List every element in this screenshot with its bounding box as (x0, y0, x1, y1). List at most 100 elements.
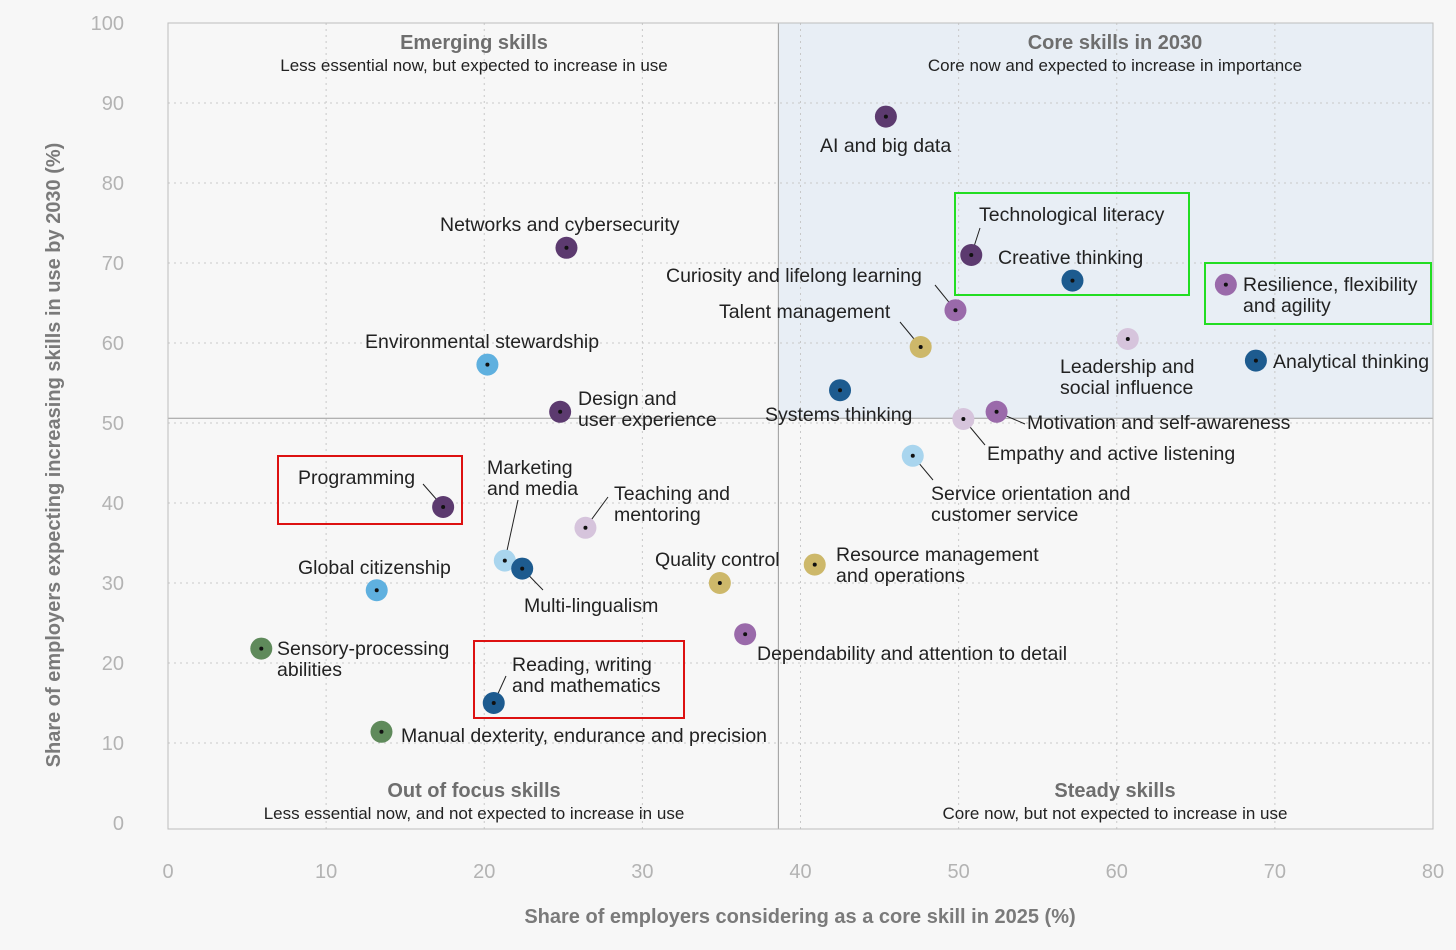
quadrant-subtitle: Less essential now, and not expected to … (264, 804, 685, 823)
x-tick-label: 20 (473, 861, 495, 883)
point-center-dot (969, 253, 974, 257)
point-label: Motivation and self-awareness (1027, 412, 1291, 434)
point-center-dot (441, 505, 446, 509)
quadrant-title: Steady skills (1054, 780, 1175, 802)
point-label: social influence (1060, 377, 1193, 399)
highlight-box (1204, 262, 1432, 325)
x-tick-label: 50 (948, 861, 970, 883)
point-center-dot (564, 245, 569, 250)
data-point: Talent management (719, 301, 932, 358)
point-center-dot (491, 701, 496, 705)
point-center-dot (1253, 358, 1258, 363)
x-tick-label: 0 (162, 861, 173, 883)
point-center-dot (918, 345, 923, 349)
point-label: and mathematics (512, 675, 661, 697)
point-center-dot (1070, 278, 1075, 283)
data-point: Curiosity and lifelong learning (666, 265, 967, 322)
point-label: Service orientation and (931, 483, 1130, 505)
point-label: Curiosity and lifelong learning (666, 265, 922, 287)
point-label: Manual dexterity, endurance and precisio… (401, 725, 767, 747)
quadrant-title: Emerging skills (400, 32, 548, 54)
point-label: mentoring (614, 504, 701, 526)
point-label: Multi-lingualism (524, 595, 658, 617)
point-label: Environmental stewardship (365, 331, 599, 353)
point-label: Analytical thinking (1273, 351, 1429, 373)
point-label: Leadership and (1060, 356, 1194, 378)
point-center-dot (485, 362, 490, 367)
point-label: and media (487, 478, 578, 500)
point-center-dot (961, 417, 966, 421)
highlight-box (277, 455, 463, 525)
point-center-dot (812, 562, 817, 567)
point-center-dot (502, 558, 507, 563)
x-tick-label: 60 (1106, 861, 1128, 883)
point-label: Talent management (719, 301, 891, 323)
point-center-dot (583, 525, 588, 530)
data-point: Dependability and attention to detail (734, 623, 1067, 665)
plot-border (167, 22, 1434, 830)
y-tick-label: 40 (102, 493, 124, 515)
point-label: Networks and cybersecurity (440, 214, 680, 236)
data-point: Manual dexterity, endurance and precisio… (370, 720, 767, 747)
highlight-box (954, 192, 1190, 296)
point-label: Design and (578, 388, 677, 410)
quadrant-subtitle: Less essential now, but expected to incr… (280, 56, 667, 75)
point-center-dot (743, 632, 748, 637)
point-label: Programming (298, 467, 415, 489)
point-center-dot (953, 308, 958, 313)
point-label: Global citizenship (298, 557, 451, 579)
point-label: and operations (836, 565, 965, 587)
data-point: Systems thinking (765, 379, 912, 426)
point-label: Quality control (655, 549, 780, 571)
data-point: Programming (298, 467, 455, 518)
point-label: Dependability and attention to detail (757, 643, 1067, 665)
y-tick-label: 30 (102, 573, 124, 595)
y-tick-label: 20 (102, 653, 124, 675)
data-point: Motivation and self-awareness (985, 400, 1291, 434)
core-quadrant-shade (778, 23, 1433, 419)
point-label: AI and big data (820, 135, 951, 157)
quadrant-title: Out of focus skills (387, 780, 560, 802)
x-tick-label: 10 (315, 861, 337, 883)
data-point: Environmental stewardship (365, 331, 599, 376)
point-label: Teaching and (614, 483, 730, 505)
point-center-dot (838, 388, 843, 393)
y-tick-label: 90 (102, 93, 124, 115)
point-label: Sensory-processing (277, 638, 449, 660)
point-label: customer service (931, 504, 1078, 526)
point-center-dot (1125, 337, 1130, 341)
y-tick-label: 70 (102, 253, 124, 275)
point-label: and agility (1243, 295, 1331, 317)
x-tick-label: 30 (631, 861, 653, 883)
point-center-dot (520, 566, 525, 571)
point-center-dot (374, 588, 379, 593)
point-label: abilities (277, 659, 342, 681)
point-center-dot (379, 729, 384, 734)
x-tick-label: 70 (1264, 861, 1286, 883)
point-label: Empathy and active listening (987, 443, 1235, 465)
point-label: user experience (578, 409, 717, 431)
data-point: Global citizenship (298, 557, 451, 602)
quadrant-title: Core skills in 2030 (1028, 32, 1203, 54)
quadrant-subtitle: Core now and expected to increase in imp… (928, 56, 1302, 75)
data-point: Quality control (655, 549, 780, 594)
data-point: Technological literacy (960, 204, 1165, 266)
y-axis-title: Share of employers expecting increasing … (43, 143, 65, 768)
y-tick-label: 80 (102, 173, 124, 195)
data-point: Creative thinking (998, 247, 1143, 292)
point-center-dot (558, 409, 563, 414)
point-label: Reading, writing (512, 654, 652, 676)
point-label: Creative thinking (998, 247, 1143, 269)
quadrant-subtitle: Core now, but not expected to increase i… (943, 804, 1288, 823)
point-center-dot (259, 646, 264, 651)
x-axis-title: Share of employers considering as a core… (524, 906, 1075, 928)
x-tick-label: 40 (789, 861, 811, 883)
